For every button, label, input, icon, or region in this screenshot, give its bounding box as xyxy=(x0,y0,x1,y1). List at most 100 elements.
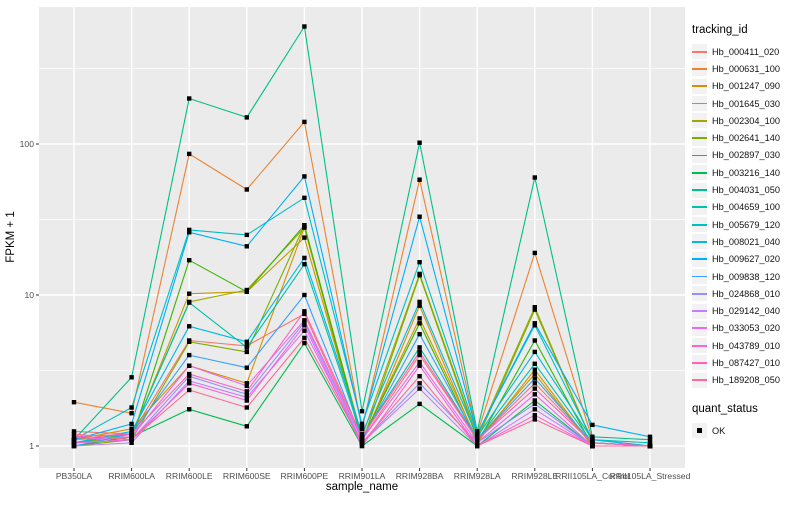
legend-label: Hb_005679_120 xyxy=(712,219,780,230)
data-point xyxy=(302,195,307,200)
data-point xyxy=(129,431,134,437)
legend-row-Hb_189208_050: Hb_189208_050 xyxy=(692,372,800,389)
legend-row-Hb_002304_100: Hb_002304_100 xyxy=(692,112,800,129)
data-point xyxy=(302,328,307,333)
legend-key-line xyxy=(692,206,707,209)
data-point xyxy=(71,429,77,434)
data-point xyxy=(532,386,537,391)
data-point xyxy=(187,352,192,358)
legend-row-Hb_002897_030: Hb_002897_030 xyxy=(692,147,800,164)
data-point xyxy=(302,323,307,328)
data-point xyxy=(244,389,249,394)
data-point xyxy=(475,431,480,437)
data-point xyxy=(302,262,307,267)
legend-key-icon xyxy=(692,286,707,302)
legend-key-icon xyxy=(692,61,707,77)
data-point xyxy=(302,225,307,230)
legend-key-icon xyxy=(692,130,707,146)
legend-row-Hb_024868_010: Hb_024868_010 xyxy=(692,285,800,302)
data-point xyxy=(129,375,134,380)
legend-key-icon xyxy=(692,113,707,129)
data-point xyxy=(359,409,365,414)
axis-ticks xyxy=(36,143,651,471)
legend-key-icon xyxy=(692,320,707,336)
legend-row-Hb_003216_140: Hb_003216_140 xyxy=(692,164,800,181)
data-point xyxy=(129,411,134,416)
data-point xyxy=(302,255,307,261)
legend-key-icon xyxy=(692,355,707,371)
legend-key-line xyxy=(692,223,707,226)
legend-row-Hb_000631_100: Hb_000631_100 xyxy=(692,60,800,77)
y-tick-label: 10 xyxy=(24,290,34,300)
data-point xyxy=(590,443,595,449)
data-point xyxy=(359,434,365,439)
legend-label: Hb_001247_090 xyxy=(712,81,780,92)
legend-entries: Hb_000411_020 Hb_000631_100 Hb_001247_090 H… xyxy=(692,43,800,389)
data-point xyxy=(129,405,134,410)
data-point xyxy=(590,422,595,428)
data-point xyxy=(187,291,192,296)
data-point xyxy=(302,311,307,317)
x-tick-label: PB350LA xyxy=(56,471,93,481)
data-point xyxy=(532,407,537,412)
data-point xyxy=(532,376,537,381)
data-point xyxy=(359,426,365,431)
data-point xyxy=(359,431,365,437)
data-point xyxy=(187,371,192,377)
y-axis-title: FPKM + 1 xyxy=(5,211,17,262)
x-tick-label: RRIM928LA xyxy=(454,471,501,481)
data-point xyxy=(244,232,249,238)
data-point xyxy=(244,383,249,389)
legend-key-line xyxy=(692,154,707,157)
x-tick-label: RRIM928BA xyxy=(396,471,444,481)
legend-key-line xyxy=(692,137,707,140)
data-point xyxy=(244,244,249,249)
legend-key-icon xyxy=(692,96,707,112)
data-point xyxy=(71,434,77,439)
legend-label: Hb_002641_140 xyxy=(712,133,780,144)
legend-key-line xyxy=(692,327,707,330)
x-axis-tick-labels: PB350LA RRIM600LA RRIM600LE RRIM600SE RRIM60… xyxy=(56,471,691,481)
data-point xyxy=(71,431,77,437)
legend-row-Hb_009838_120: Hb_009838_120 xyxy=(692,268,800,285)
data-point xyxy=(532,398,537,403)
data-point xyxy=(187,363,192,368)
y-axis-tick-labels: 1 10 100 xyxy=(20,139,35,451)
black-point-icon xyxy=(697,428,702,433)
legend-label: Hb_003216_140 xyxy=(712,167,780,178)
data-point xyxy=(590,440,595,445)
y-tick-label: 100 xyxy=(20,139,35,149)
legend-label: Hb_087427_010 xyxy=(712,357,780,368)
legend-label: Hb_189208_050 xyxy=(712,375,780,386)
data-point xyxy=(187,407,192,412)
legend-key-line xyxy=(692,85,707,88)
legend-key-line xyxy=(692,50,707,53)
data-point xyxy=(417,321,422,326)
data-point xyxy=(417,349,422,355)
data-point xyxy=(417,374,422,379)
legend-row-Hb_004031_050: Hb_004031_050 xyxy=(692,181,800,198)
data-point xyxy=(475,434,480,439)
data-point xyxy=(244,345,249,350)
data-point xyxy=(475,437,480,442)
data-point xyxy=(187,374,192,379)
data-point xyxy=(71,443,77,449)
data-point xyxy=(532,367,537,372)
data-point xyxy=(244,339,249,344)
legend-row-Hb_008021_040: Hb_008021_040 xyxy=(692,233,800,250)
data-point xyxy=(417,140,422,145)
legend-row-Hb_009627_020: Hb_009627_020 xyxy=(692,251,800,268)
quant-status-legend: quant_status OK xyxy=(692,403,800,439)
legend-label: Hb_002304_100 xyxy=(712,115,780,126)
legend-key-icon xyxy=(692,338,707,354)
legend-label: Hb_009627_020 xyxy=(712,254,780,265)
data-point xyxy=(187,378,192,384)
legend-key-line xyxy=(692,119,707,122)
data-point xyxy=(302,24,307,29)
legend-key-icon xyxy=(692,78,707,94)
legend-key-line xyxy=(692,171,707,174)
data-point xyxy=(244,187,249,192)
data-point xyxy=(359,424,365,429)
legend-label: Hb_008021_040 xyxy=(712,236,780,247)
